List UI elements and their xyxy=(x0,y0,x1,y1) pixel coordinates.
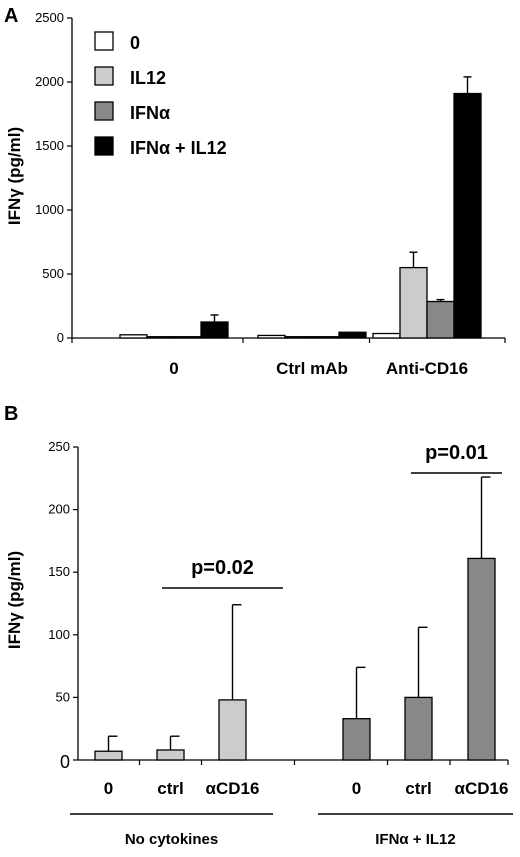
p-value-label: p=0.01 xyxy=(425,442,488,464)
panel-b-y-tick-label: 50 xyxy=(56,689,70,704)
panel-b-bar xyxy=(404,696,433,761)
panel-a-y-tick-label: 1500 xyxy=(35,138,64,153)
panel-a-bar xyxy=(311,336,340,339)
panel-a-label: A xyxy=(4,5,18,27)
legend-label: IFNα + IL12 xyxy=(130,138,227,158)
panel-b-bar xyxy=(467,557,496,761)
panel-b-y-axis-label: IFNγ (pg/ml) xyxy=(5,551,24,649)
panel-b-y-tick-label: 150 xyxy=(48,564,70,579)
panel-a-category-label: Ctrl mAb xyxy=(276,359,348,378)
panel-a-bar xyxy=(426,300,455,339)
panel-a-y-tick-label: 0 xyxy=(57,330,64,345)
panel-a-category-label: 0 xyxy=(169,359,178,378)
panel-b-bar xyxy=(218,699,247,761)
panel-b-category-label: αCD16 xyxy=(206,779,260,798)
panel-a-bar xyxy=(338,331,367,339)
panel-a-chart: 0 500 1000 1500 2000 2500 0 Ctrl mAb Anti-CD16 0 I… xyxy=(35,10,506,378)
panel-b-label: B xyxy=(4,403,18,425)
panel-b-category-label: 0 xyxy=(352,779,361,798)
panel-b-bar xyxy=(156,749,185,761)
panel-a-category-label: Anti-CD16 xyxy=(386,359,468,378)
panel-a-bar xyxy=(257,334,286,339)
legend-label: IL12 xyxy=(130,68,166,88)
legend-label: 0 xyxy=(130,33,140,53)
panel-a-bar xyxy=(146,336,175,339)
panel-a-y-tick-label: 1000 xyxy=(35,202,64,217)
panel-b-y-tick-label: 250 xyxy=(48,439,70,454)
panel-a-bar xyxy=(399,266,428,339)
panel-b-y-tick-label: 0 xyxy=(60,752,70,772)
group-label: No cytokines xyxy=(125,831,218,848)
legend-swatch xyxy=(94,31,114,51)
legend-label: IFNα xyxy=(130,103,170,123)
panel-a-bar xyxy=(284,336,313,339)
panel-a-y-tick-label: 2000 xyxy=(35,74,64,89)
panel-b-category-label: 0 xyxy=(104,779,113,798)
legend-swatch xyxy=(94,136,114,156)
panel-a-bar xyxy=(200,321,229,339)
group-label: IFNα + IL12 xyxy=(375,831,456,848)
panel-b-bar xyxy=(342,718,371,761)
panel-b-chart: 0 50 100 150 200 250 0 ctrl αCD16 0 ctrl αCD16 p=0.0… xyxy=(48,439,513,848)
panel-b-y-tick-label: 100 xyxy=(48,627,70,642)
panel-a-y-tick-label: 2500 xyxy=(35,10,64,25)
panel-a-y-tick-label: 500 xyxy=(42,266,64,281)
panel-a-y-axis-label: IFNγ (pg/ml) xyxy=(5,127,24,225)
panel-b-category-label: ctrl xyxy=(157,779,183,798)
panel-b-category-label: αCD16 xyxy=(455,779,509,798)
panel-a-bar xyxy=(173,336,202,339)
panel-b-category-label: ctrl xyxy=(405,779,431,798)
legend-swatch xyxy=(94,66,114,86)
legend-swatch xyxy=(94,101,114,121)
panel-a-bar xyxy=(119,334,148,339)
panel-a-bar xyxy=(453,92,482,339)
panel-a-bar xyxy=(372,332,401,339)
panel-b-bar xyxy=(94,750,123,761)
panel-b-y-tick-label: 200 xyxy=(48,502,70,517)
p-value-label: p=0.02 xyxy=(191,557,254,579)
